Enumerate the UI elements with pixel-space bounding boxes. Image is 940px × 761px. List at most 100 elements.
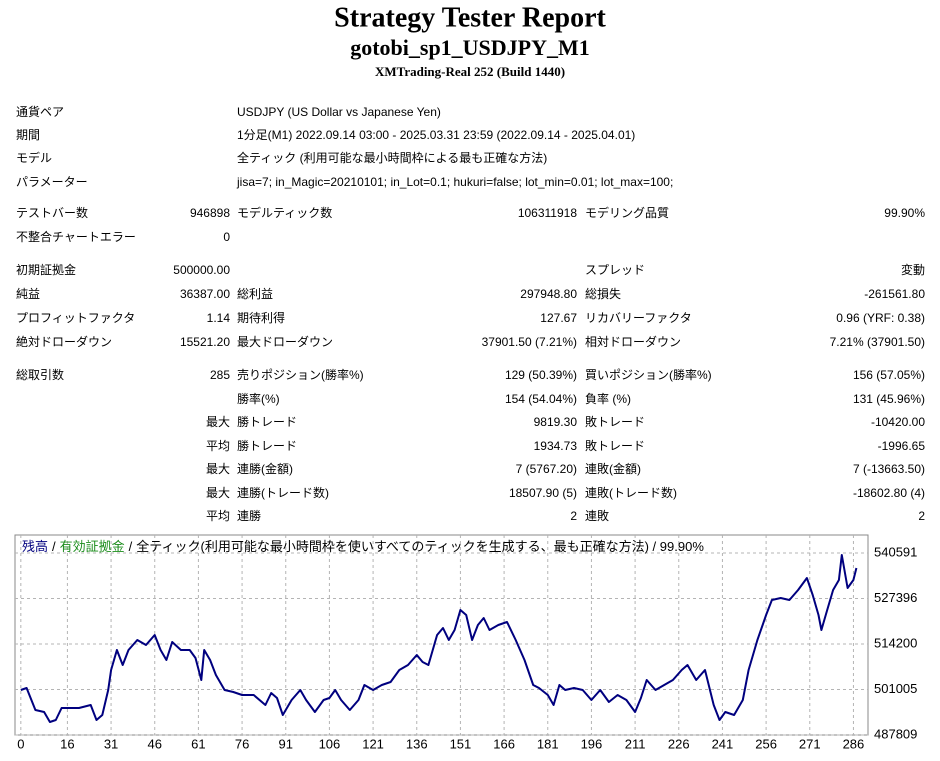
stat-value: 37901.50 (7.21%) [482, 335, 577, 349]
x-tick-label: 181 [537, 736, 559, 751]
stat-label: 負率 (%) [585, 391, 631, 406]
param-value: jisa=7; in_Magic=20210101; in_Lot=0.1; h… [236, 175, 673, 189]
stat-label: 連敗(トレード数) [585, 485, 677, 500]
stat-label: 初期証拠金 [16, 262, 76, 277]
stat-label: 純益 [16, 287, 40, 301]
stat-value: 18507.90 (5) [509, 486, 577, 500]
stat-label: 売りポジション(勝率%) [237, 367, 364, 382]
stat-label: 最大ドローダウン [237, 334, 333, 349]
param-label: パラメーター [16, 175, 88, 189]
stat-label: プロフィットファクタ [16, 311, 135, 325]
stat-label: リカバリーファクタ [585, 311, 692, 325]
stat-value: 9819.30 [534, 415, 578, 429]
stat-value: 変動 [901, 262, 925, 277]
stat-value: 0.96 (YRF: 0.38) [836, 311, 925, 325]
stat-label: 勝率(%) [237, 391, 280, 406]
x-tick-label: 0 [17, 736, 24, 751]
stat-value: -10420.00 [871, 415, 925, 429]
param-label: モデル [16, 150, 52, 165]
stat-value: 15521.20 [180, 335, 230, 349]
stat-value: 297948.80 [520, 287, 577, 301]
y-tick-label: 514200 [874, 635, 917, 650]
y-tick-label: 501005 [874, 681, 917, 696]
stat-value: 7 (5767.20) [516, 462, 577, 476]
x-tick-label: 166 [493, 736, 515, 751]
stat-label: 期待利得 [237, 310, 285, 325]
stat-label: 勝トレード [237, 438, 297, 453]
stat-value: 2 [918, 509, 925, 523]
stat-label: 絶対ドローダウン [16, 334, 112, 349]
x-tick-label: 286 [843, 736, 865, 751]
legend-separator: / [52, 539, 56, 554]
stat-value: 平均 [206, 439, 230, 453]
stat-label: 買いポジション(勝率%) [585, 367, 712, 382]
stat-label: 勝トレード [237, 414, 297, 429]
legend-separator: / [129, 539, 133, 554]
x-tick-label: 226 [668, 736, 690, 751]
param-value: USDJPY (US Dollar vs Japanese Yen) [237, 105, 441, 119]
x-tick-label: 256 [755, 736, 777, 751]
param-value: 1分足(M1) 2022.09.14 03:00 - 2025.03.31 23… [237, 128, 635, 142]
subtitle: gotobi_sp1_USDJPY_M1 [350, 35, 590, 60]
legend-equity: 有効証拠金 [60, 539, 125, 554]
stat-label: 相対ドローダウン [585, 334, 681, 349]
param-label: 期間 [16, 128, 40, 142]
legend-description: 全ティック(利用可能な最小時間枠を使いすべてのティックを生成する、最も正確な方法… [136, 539, 704, 554]
y-tick-label: 487809 [874, 726, 917, 741]
stat-label: モデリング品質 [585, 205, 669, 220]
stat-value: 99.90% [884, 206, 925, 220]
stat-value: 156 (57.05%) [853, 368, 925, 382]
x-tick-label: 211 [625, 736, 646, 751]
server: XMTrading-Real 252 (Build 1440) [375, 64, 565, 79]
stat-value: -18602.80 (4) [853, 486, 925, 500]
x-tick-label: 136 [406, 736, 428, 751]
y-tick-label: 540591 [874, 544, 917, 559]
stat-value: 946898 [190, 206, 230, 220]
stat-label: テストバー数 [16, 205, 88, 220]
balance-line [20, 554, 858, 723]
x-tick-label: 16 [60, 736, 74, 751]
stat-value: 131 (45.96%) [853, 392, 925, 406]
stat-label: 連勝(金額) [237, 461, 293, 476]
x-tick-label: 91 [279, 736, 293, 751]
param-label: 通貨ペア [16, 104, 64, 119]
x-tick-label: 61 [191, 736, 205, 751]
x-tick-label: 31 [104, 736, 118, 751]
stat-value: 154 (54.04%) [505, 392, 577, 406]
stat-label: モデルティック数 [237, 205, 332, 220]
stat-value: 285 [210, 368, 230, 382]
stat-value: 1.14 [207, 311, 231, 325]
stat-value: 500000.00 [173, 263, 230, 277]
stat-label: 総取引数 [16, 367, 64, 382]
x-tick-label: 46 [148, 736, 162, 751]
x-tick-label: 196 [581, 736, 603, 751]
stat-value: 106311918 [518, 206, 578, 220]
x-tick-label: 121 [362, 736, 384, 751]
stat-value: 36387.00 [180, 287, 230, 301]
stat-value: 最大 [206, 462, 230, 476]
stat-label: 総利益 [237, 287, 273, 301]
stat-value: 0 [223, 230, 230, 244]
x-tick-label: 241 [712, 736, 734, 751]
stat-label: 連勝 [237, 508, 261, 523]
stat-label: 敗トレード [585, 414, 645, 429]
stat-label: 連敗 [585, 508, 609, 523]
stat-label: 連敗(金額) [585, 461, 641, 476]
stat-label: スプレッド [585, 263, 645, 277]
stat-value: 最大 [206, 415, 230, 429]
title: Strategy Tester Report [334, 2, 606, 33]
stat-value: 127.67 [540, 311, 577, 325]
stat-value: 2 [570, 509, 577, 523]
stat-value: 1934.73 [534, 439, 578, 453]
param-value: 全ティック (利用可能な最小時間枠による最も正確な方法) [237, 150, 547, 165]
stat-label: 敗トレード [585, 438, 645, 453]
x-tick-label: 151 [450, 736, 472, 751]
x-tick-label: 271 [799, 736, 821, 751]
x-tick-label: 76 [235, 736, 249, 751]
x-tick-label: 106 [319, 736, 341, 751]
stat-value: 129 (50.39%) [505, 368, 577, 382]
y-tick-label: 527396 [874, 590, 917, 605]
legend: 残高 / 有効証拠金 / 全ティック(利用可能な最小時間枠を使いすべてのティックを生成す… [22, 539, 704, 554]
stat-value: -261561.80 [864, 287, 925, 301]
